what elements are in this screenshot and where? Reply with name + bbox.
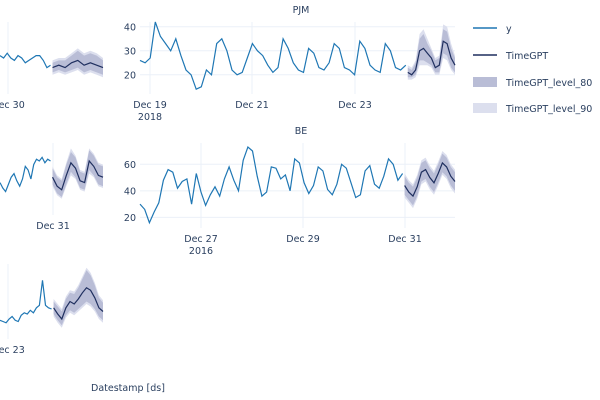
x-tick-label: Dec 19 2018 bbox=[133, 100, 167, 123]
subplot-1: Dec 30 bbox=[0, 22, 104, 111]
legend-label-level-90: TimeGPT_level_90 bbox=[505, 104, 592, 115]
legend-swatch-level-90 bbox=[473, 103, 497, 113]
series-timegpt-line bbox=[53, 287, 104, 321]
x-tick-label-line: Dec 31 bbox=[36, 221, 70, 232]
x-tick-label: Dec 31 bbox=[388, 234, 422, 245]
y-tick-label: 30 bbox=[124, 46, 136, 57]
x-tick-label: Dec 31 bbox=[36, 221, 70, 232]
legend-item-timegpt[interactable]: TimeGPT bbox=[473, 51, 548, 62]
legend-item-y[interactable]: y bbox=[473, 24, 512, 35]
series-timegpt-line bbox=[404, 161, 456, 198]
x-tick-label-line: Dec 29 bbox=[286, 234, 320, 245]
x-tick-label-line: Dec 21 bbox=[235, 100, 269, 111]
x-tick-label-line: 2018 bbox=[138, 112, 162, 123]
legend-item-level-90[interactable]: TimeGPT_level_90 bbox=[473, 103, 592, 115]
y-tick-label: 20 bbox=[124, 213, 136, 224]
series-y-line bbox=[0, 156, 51, 193]
x-tick-label-line: Dec 23 bbox=[0, 345, 25, 356]
x-tick-label: Dec 23 bbox=[338, 100, 372, 111]
x-tick-label: Dec 27 2016 bbox=[184, 234, 218, 257]
y-tick-label: 40 bbox=[124, 186, 136, 197]
x-tick-label-line: Dec 23 bbox=[338, 100, 372, 111]
band-level-80 bbox=[404, 153, 455, 206]
x-tick-label-line: Dec 30 bbox=[0, 100, 25, 111]
band-level-80 bbox=[52, 50, 103, 75]
x-tick-label: Dec 30 bbox=[0, 100, 25, 111]
subplot-2: 20 30 40 PJM Dec 19 2018 Dec 21 Dec 23 bbox=[124, 5, 456, 123]
series-timegpt-line bbox=[407, 40, 456, 76]
series-y-line bbox=[139, 145, 404, 225]
subplot-title: BE bbox=[295, 126, 308, 137]
x-tick-label: Dec 29 bbox=[286, 234, 320, 245]
legend-label-y: y bbox=[506, 24, 512, 35]
x-axis-title: Datestamp [ds] bbox=[91, 383, 165, 394]
series-y-line bbox=[139, 21, 407, 91]
subplot-5: Dec 23 bbox=[0, 264, 104, 356]
x-tick-label-line: Dec 19 bbox=[133, 100, 167, 111]
legend-label-level-80: TimeGPT_level_80 bbox=[505, 78, 592, 89]
legend-label-timegpt: TimeGPT bbox=[505, 51, 548, 62]
subplot-4: 20 40 60 BE Dec 27 2016 Dec 29 Dec 31 bbox=[124, 126, 456, 257]
y-tick-label: 40 bbox=[124, 22, 136, 33]
x-tick-label: Dec 21 bbox=[235, 100, 269, 111]
y-tick-label: 20 bbox=[124, 70, 136, 81]
x-tick-label-line: 2016 bbox=[189, 246, 213, 257]
legend: y TimeGPT TimeGPT_level_80 TimeGPT_level… bbox=[473, 24, 592, 115]
legend-swatch-level-80 bbox=[473, 77, 497, 87]
subplot-3: Dec 31 bbox=[0, 143, 104, 232]
band-level-80 bbox=[53, 270, 103, 326]
x-tick-label-line: Dec 31 bbox=[388, 234, 422, 245]
x-tick-label: Dec 23 bbox=[0, 345, 25, 356]
series-y-line bbox=[0, 280, 52, 324]
x-tick-label-line: Dec 27 bbox=[184, 234, 218, 245]
y-tick-label: 60 bbox=[124, 160, 136, 171]
subplot-title: PJM bbox=[293, 5, 310, 16]
series-y-line bbox=[0, 52, 51, 69]
legend-item-level-80[interactable]: TimeGPT_level_80 bbox=[473, 77, 592, 89]
series-timegpt-line bbox=[51, 159, 104, 191]
series-timegpt-line bbox=[52, 59, 104, 69]
